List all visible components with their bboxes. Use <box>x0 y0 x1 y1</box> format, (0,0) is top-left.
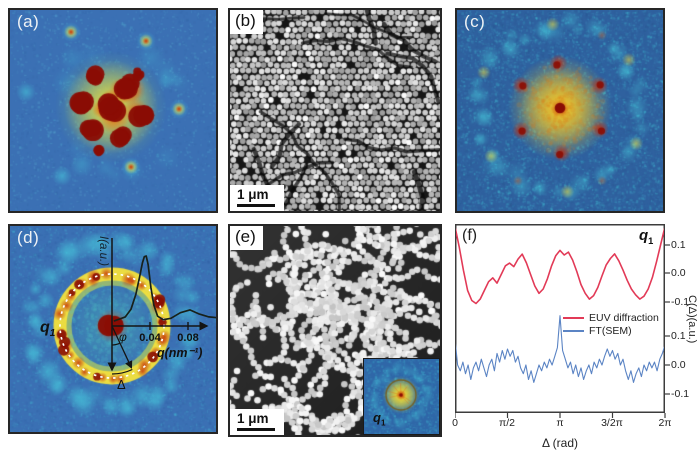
panel-a: (a) <box>8 8 218 213</box>
scale-bar-e-text: 1 μm <box>237 411 269 426</box>
panel-d-label: (d) <box>17 228 40 247</box>
y-tick-bot-00: 0.0 <box>671 359 686 371</box>
panel-e: (e) 1 μm q1 <box>228 224 442 437</box>
y-tick-top-00: 0.0 <box>671 267 686 279</box>
panel-a-label: (a) <box>17 12 40 31</box>
delta-angle-arc <box>111 368 133 375</box>
diffraction-image-a <box>10 10 216 211</box>
legend-item-ftsem: FT(SEM) <box>563 324 659 337</box>
delta-direction-line <box>111 325 133 369</box>
legend-label-euv: EUV diffraction <box>589 311 659 324</box>
legend-label-ftsem: FT(SEM) <box>589 324 632 337</box>
panel-f-q1-label: q1 <box>639 227 654 246</box>
diffraction-image-c <box>457 10 663 211</box>
inset-x-axis-label: q(nm⁻¹) <box>157 346 202 360</box>
x-axis-label: Δ (rad) <box>541 436 579 450</box>
panel-f-label: (f) <box>462 227 478 244</box>
scale-bar-b: 1 μm <box>230 185 284 211</box>
panel-e-label: (e) <box>230 226 263 250</box>
panel-c: (c) <box>455 8 665 213</box>
legend: EUV diffraction FT(SEM) <box>563 311 659 337</box>
x-tick-0: 0 <box>452 417 458 429</box>
panel-f: (f) q1 0 π/2 π 3/2π 2π 0.1 0.0 -0.1 0.1 … <box>452 224 700 454</box>
inset-x-tick-label-008: 0.08 <box>177 332 198 344</box>
legend-item-euv: EUV diffraction <box>563 311 659 324</box>
legend-swatch-euv <box>563 316 584 319</box>
axis-ticks <box>455 244 670 418</box>
phi-label: φ <box>119 330 127 344</box>
y-axis-label: C(Δ)(a.u.) <box>686 294 698 344</box>
x-tick-3pi2: 3/2π <box>601 417 623 429</box>
y-tick-bot-m01: -0.1 <box>671 388 690 400</box>
diffraction-inset-image <box>364 359 439 434</box>
legend-swatch-ftsem <box>563 329 584 332</box>
ft-sem-curve <box>456 315 664 383</box>
correlation-plot <box>455 224 670 418</box>
x-tick-pi: π <box>556 417 564 429</box>
y-tick-top-01: 0.1 <box>671 239 686 251</box>
panel-d-annotations: I(a.u.) 0.04 0.08 q(nm⁻¹) φ Δ q1 <box>40 236 216 392</box>
x-tick-2pi: 2π <box>658 417 672 429</box>
scale-bar-b-text: 1 μm <box>237 187 269 202</box>
inset-x-tick-label-004: 0.04 <box>139 332 161 344</box>
y-tick-bot-01: 0.1 <box>671 330 686 342</box>
scale-bar-e-rule <box>237 428 275 431</box>
scale-bar-e: 1 μm <box>230 409 284 435</box>
inset-y-axis-label: I(a.u.) <box>97 236 109 266</box>
phi-angle-arc <box>111 342 121 346</box>
scale-bar-b-rule <box>237 204 275 207</box>
panel-d: I(a.u.) 0.04 0.08 q(nm⁻¹) φ Δ q1 (d) <box>8 224 218 434</box>
inset-q1-label: q1 <box>373 410 386 428</box>
panel-b-label: (b) <box>230 10 263 34</box>
euv-diffraction-curve <box>456 227 664 305</box>
q1-ring-label: q1 <box>40 319 56 339</box>
panel-c-label: (c) <box>464 12 486 31</box>
delta-label: Δ <box>117 377 126 392</box>
y-tick-top-m01: -0.1 <box>671 296 690 308</box>
sem-image-b <box>230 10 440 211</box>
x-tick-pi2: π/2 <box>498 417 515 429</box>
panel-e-diffraction-inset: q1 <box>363 358 440 435</box>
panel-b: (b) 1 μm <box>228 8 442 213</box>
intensity-profile-curve <box>113 255 216 322</box>
